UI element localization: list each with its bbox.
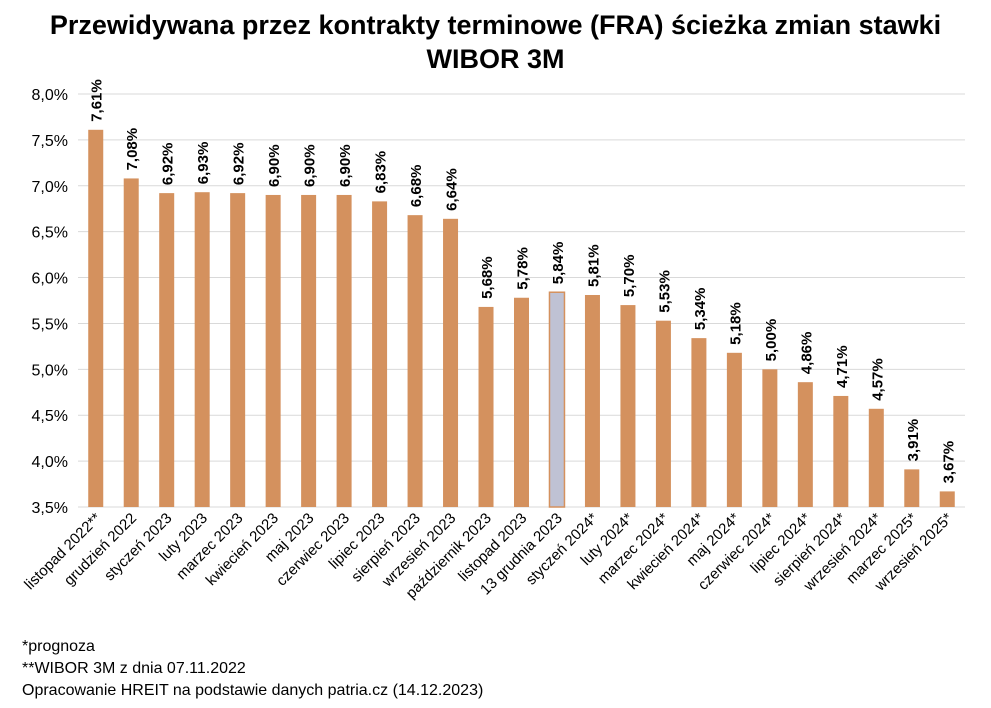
footnote-wibor-date: **WIBOR 3M z dnia 07.11.2022 — [22, 660, 246, 677]
data-label: 6,68% — [408, 165, 425, 208]
bar — [726, 352, 742, 507]
bar — [868, 408, 884, 507]
bar — [584, 294, 600, 507]
footnotes: *prognoza **WIBOR 3M z dnia 07.11.2022 O… — [22, 636, 483, 702]
data-label: 5,70% — [621, 255, 638, 298]
data-label: 6,93% — [195, 142, 212, 185]
bar — [407, 215, 423, 507]
bar — [655, 320, 671, 507]
y-tick-label: 4,5% — [32, 408, 68, 425]
data-label: 4,71% — [834, 345, 851, 388]
bar — [620, 305, 636, 507]
bar — [904, 469, 920, 507]
bars — [88, 129, 955, 508]
bar — [548, 291, 566, 508]
bar — [265, 194, 281, 507]
data-label: 5,18% — [727, 302, 744, 345]
bar — [514, 297, 529, 507]
bar — [833, 395, 849, 507]
data-label: 4,57% — [869, 358, 886, 401]
data-label: 7,61% — [89, 79, 106, 122]
bar — [230, 193, 246, 507]
bar — [691, 338, 707, 507]
data-label: 5,78% — [515, 247, 532, 290]
y-tick-label: 4,0% — [32, 454, 68, 471]
bar — [797, 382, 813, 507]
bar — [123, 178, 139, 508]
y-tick-label: 5,5% — [32, 316, 68, 333]
data-label: 6,90% — [337, 144, 354, 187]
data-label: 5,34% — [692, 288, 709, 331]
bar — [939, 491, 955, 507]
y-tick-label: 7,0% — [32, 179, 68, 196]
data-labels: 7,61% 7,08% 6,92% 6,93% 6,92% 6,90% 6,90% 6,90%… — [89, 79, 958, 483]
bar — [372, 201, 388, 507]
data-label: 3,91% — [905, 419, 922, 462]
data-label: 3,67% — [940, 441, 957, 484]
bar — [336, 194, 352, 507]
footnote-forecast: *prognoza — [22, 638, 95, 655]
bar — [478, 306, 494, 507]
data-label: 6,92% — [160, 143, 177, 186]
y-tick-label: 6,0% — [32, 271, 68, 288]
data-label: 7,08% — [124, 128, 141, 171]
data-label: 5,53% — [656, 270, 673, 313]
data-label: 6,64% — [444, 168, 461, 211]
data-label: 5,00% — [763, 319, 780, 362]
data-label: 4,86% — [798, 332, 815, 375]
bar — [301, 194, 317, 507]
data-label: 6,90% — [302, 144, 319, 187]
data-label: 5,68% — [479, 256, 496, 299]
y-tick-label: 7,5% — [32, 133, 68, 150]
data-label: 5,81% — [585, 244, 602, 287]
footnote-source: Opracowanie HREIT na podstawie danych pa… — [22, 682, 484, 699]
y-axis-tick-labels: 3,5% 4,0% 4,5% 5,0% 5,5% 6,0% 6,5% 7,0% 7,5% 8,0% — [32, 87, 68, 517]
chart-title: Przewidywana przez kontrakty terminowe (… — [0, 8, 991, 76]
data-label: 5,84% — [550, 242, 567, 285]
data-label: 6,92% — [231, 143, 248, 186]
data-label: 6,83% — [373, 151, 390, 194]
bar — [762, 369, 778, 507]
chart-title-line-2: WIBOR 3M — [426, 44, 565, 74]
y-tick-label: 8,0% — [32, 87, 68, 104]
bar — [443, 218, 459, 507]
bar — [194, 192, 210, 508]
y-tick-label: 5,0% — [32, 362, 68, 379]
y-tick-label: 6,5% — [32, 225, 68, 242]
bar — [88, 129, 104, 507]
bar — [159, 193, 175, 507]
y-tick-label: 3,5% — [32, 500, 68, 517]
chart-title-line-1: Przewidywana przez kontrakty terminowe (… — [49, 10, 942, 40]
data-label: 6,90% — [266, 144, 283, 187]
